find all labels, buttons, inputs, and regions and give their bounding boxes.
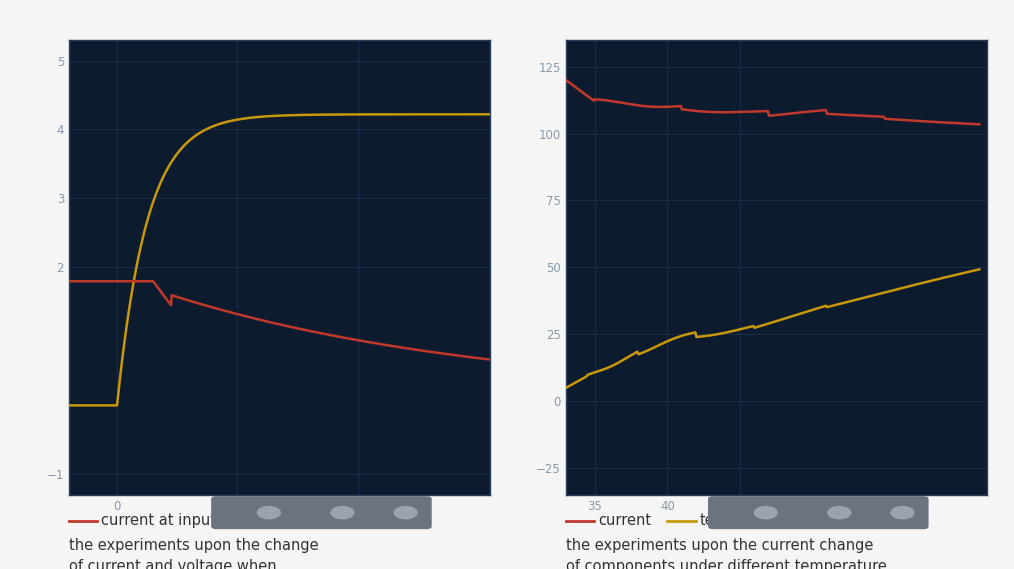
Text: temperature: temperature — [700, 513, 792, 528]
Text: current: current — [598, 513, 651, 528]
Text: the experiments upon the current change
of components under different temperatur: the experiments upon the current change … — [566, 538, 886, 569]
Text: voltage at input: voltage at input — [279, 513, 395, 528]
Text: the experiments upon the change
of current and voltage when
charging Li-ion batt: the experiments upon the change of curre… — [69, 538, 318, 569]
Text: current at input: current at input — [101, 513, 216, 528]
